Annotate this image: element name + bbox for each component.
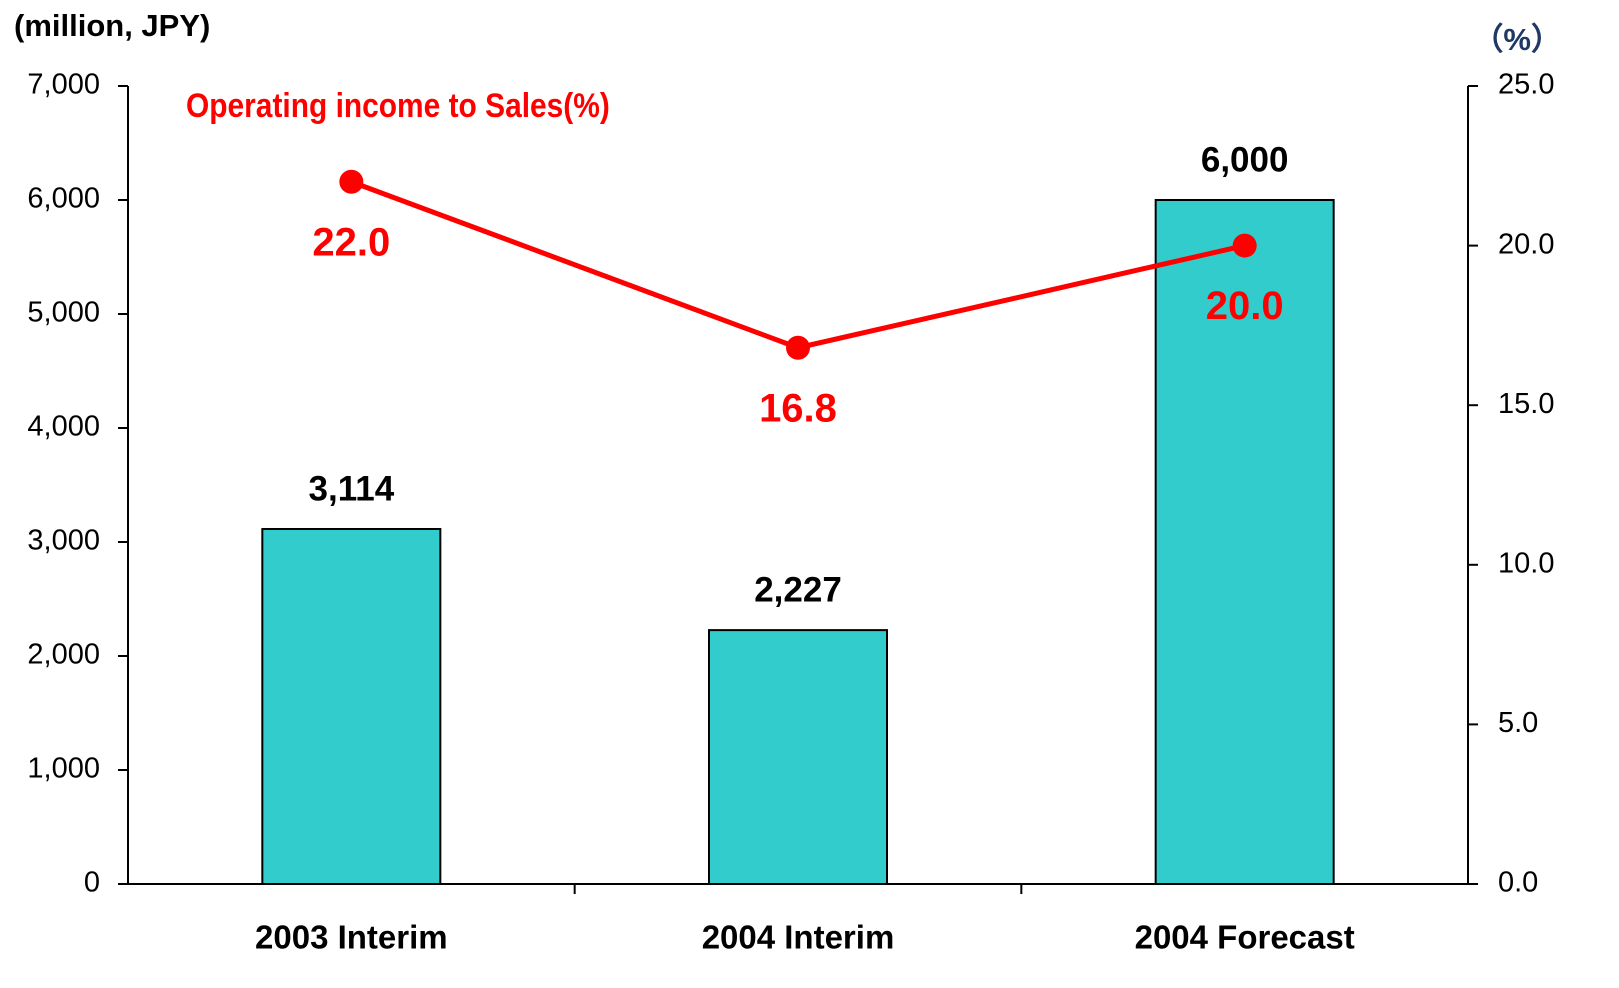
x-tick-label: 2004 Interim [702,919,895,956]
x-tick-label: 2003 Interim [255,919,448,956]
y-tick-label: 3,000 [27,525,100,557]
y-tick-label: 6,000 [27,183,100,215]
line-point [339,169,364,194]
bar [1154,199,1335,885]
line-point [1232,233,1257,258]
bar [708,629,888,886]
line-point [786,335,810,360]
bar [261,528,442,886]
line-value-label: 22.0 [312,220,390,264]
y-tick-label: 4,000 [27,411,100,443]
y2-tick-label: 20.0 [1498,228,1554,260]
legend-entry: Operating income to Sales(%) [186,86,610,124]
line-value-label: 20.0 [1206,284,1284,328]
y-tick-label: 0 [84,867,100,899]
y-axis-label: (million, JPY) [14,8,210,43]
bar-value-label: 6,000 [1201,140,1289,179]
line-value-label: 16.8 [759,386,837,430]
y-tick-label: 1,000 [27,753,100,785]
y2-tick-label: 5.0 [1498,707,1538,739]
line [350,179,1246,351]
y2-axis-label: （%） [1472,22,1562,57]
y2-tick-label: 25.0 [1498,69,1554,101]
bar-value-label: 3,114 [309,469,395,508]
y2-tick-label: 0.0 [1498,867,1538,899]
y-tick-label: 2,000 [27,639,100,671]
bar-value-label: 2,227 [754,570,842,609]
y2-tick-label: 10.0 [1498,547,1554,579]
x-tick-label: 2004 Forecast [1135,919,1355,956]
y-tick-label: 5,000 [27,297,100,329]
y2-tick-label: 15.0 [1498,388,1554,420]
y-tick-label: 7,000 [27,69,100,101]
